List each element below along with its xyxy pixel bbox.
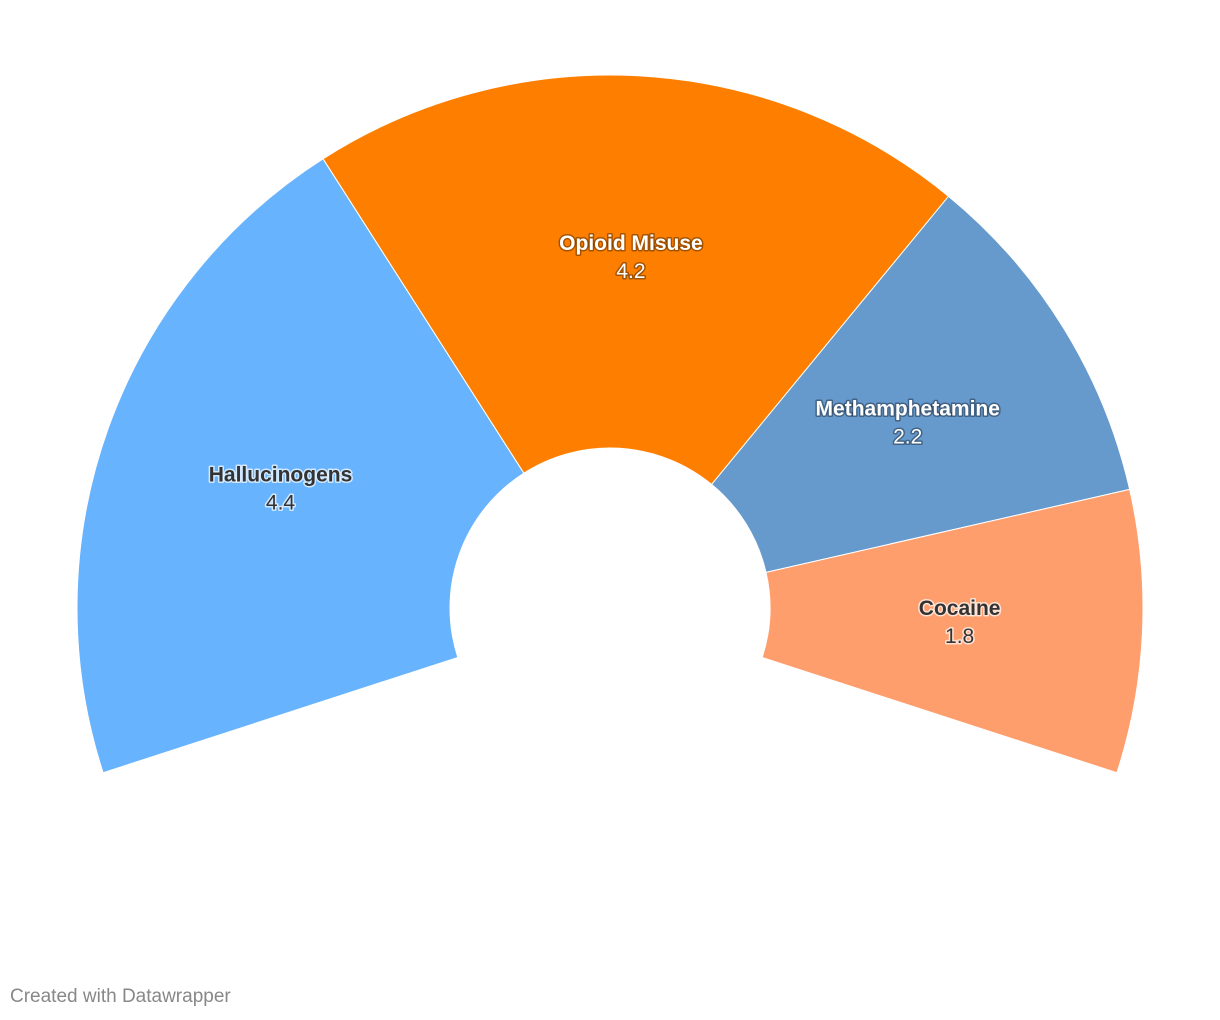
donut-segment bbox=[322, 74, 950, 486]
segment-label: Methamphetamine bbox=[816, 398, 1000, 421]
segment-label: Cocaine bbox=[919, 597, 1001, 620]
value-label: 4.2 bbox=[616, 260, 645, 283]
value-label: 4.4 bbox=[266, 491, 296, 514]
value-label: 2.2 bbox=[893, 426, 922, 449]
value-label: 1.8 bbox=[945, 625, 974, 648]
segment-label: Hallucinogens bbox=[209, 463, 353, 486]
donut-segment bbox=[76, 158, 525, 774]
credit: Created with Datawrapper bbox=[10, 986, 231, 1007]
segment-label: Opioid Misuse bbox=[559, 232, 703, 255]
donut-segment bbox=[761, 488, 1144, 774]
donut-segment bbox=[710, 195, 1131, 573]
